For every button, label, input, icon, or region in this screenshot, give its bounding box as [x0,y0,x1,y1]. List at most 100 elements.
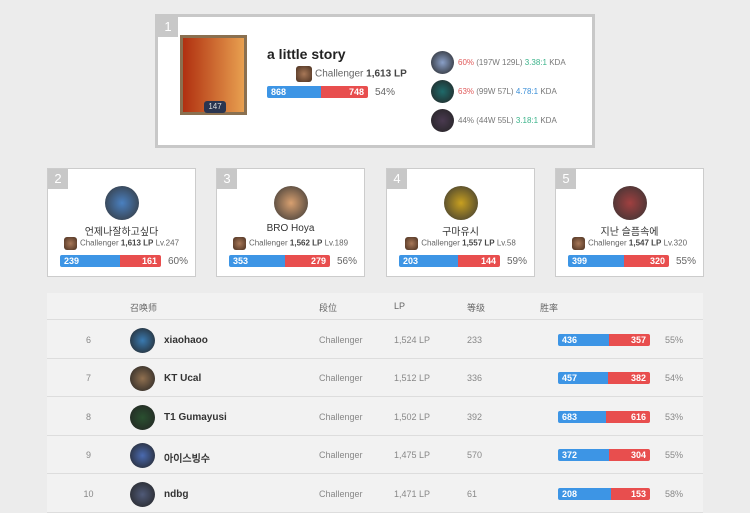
challenger-icon [232,237,246,250]
lp: 1,524 LP [394,335,431,345]
losses: 304 [608,449,650,462]
winrate: 55% [665,450,684,461]
rank-badge: 4 [387,169,407,189]
wins: 436 [558,334,609,346]
champion-winrate: 44% [458,116,475,125]
winrate: 56% [337,256,358,267]
losses: 357 [608,334,650,346]
rank: 6 [85,335,91,345]
winloss-bar: 353 279 [229,255,330,267]
winrate: 60% [168,256,189,267]
winloss-bar: 868 748 [267,86,368,98]
level: 233 [467,335,483,345]
player-avatar [130,443,155,469]
champion-icon[interactable] [431,51,454,74]
winloss-bar: 683 616 [558,410,650,423]
champion-winrate: 63% [458,87,475,96]
winrate: 53% [665,411,684,422]
lp: 1,613 LP [120,238,154,248]
tier-line: Challenger 1,613 LP [296,66,407,82]
level: 570 [467,450,483,461]
table-row[interactable]: 7 KT Ucal Challenger 1,512 LP 336 457 382… [47,359,703,398]
winrate: 54% [375,87,396,98]
player-name[interactable]: 아이스빙수 [164,454,210,466]
tier: Challenger [319,373,363,384]
wins: 399 [568,255,625,267]
player-name[interactable]: 구마유시 [442,227,479,238]
player-name[interactable]: T1 Gumayusi [164,411,227,423]
winloss-bar: 457 382 [558,372,650,385]
table-row[interactable]: 6 xiaohaoo Challenger 1,524 LP 233 436 35… [47,321,703,359]
wins: 683 [558,410,607,423]
wins: 353 [229,255,286,267]
table-row[interactable]: 10 ndbg Challenger 1,471 LP 61 208 153 58… [47,475,703,513]
champion-record: (44W 55L) [476,116,514,125]
player-avatar [130,404,155,430]
level-badge: 147 [204,101,226,113]
challenger-icon [571,237,585,250]
player-avatar [613,186,647,220]
tier: Challenger [315,68,364,80]
champion-icon[interactable] [431,80,454,103]
losses: 382 [608,372,650,385]
player-avatar [444,186,478,220]
lp: 1,547 LP [628,238,662,248]
tier: Challenger [319,411,363,422]
level: Lv.58 [496,238,516,248]
tier-line: Challenger 1,557 LP Lv.58 [387,237,534,250]
tier: Challenger [79,238,119,248]
kda-label: KDA [540,116,557,125]
player-name[interactable]: 지난 슬픔속에 [600,227,659,238]
player-card[interactable]: 4 구마유시 Challenger 1,557 LP Lv.58 203 144 … [386,168,535,277]
winloss-bar: 203 144 [399,255,500,267]
table-row[interactable]: 8 T1 Gumayusi Challenger 1,502 LP 392 68… [47,398,703,436]
player-card[interactable]: 5 지난 슬픔속에 Challenger 1,547 LP Lv.320 399… [555,168,704,277]
champion-kda: 3.38:1 [524,58,547,67]
header-tier: 段位 [319,303,338,313]
header-lp: LP [394,301,406,311]
champion-kda: 4.78:1 [515,87,539,96]
rank-badge: 1 [158,17,178,37]
header-summoner: 召唤师 [130,303,158,313]
player-name[interactable]: 언제나잘하고싶다 [84,227,159,238]
rank: 10 [83,488,94,499]
player-card[interactable]: 3 BRO Hoya Challenger 1,562 LP Lv.189 35… [216,168,365,277]
rank-badge: 5 [556,169,576,189]
wins: 203 [399,255,459,267]
champion-kda: 3.18:1 [515,116,539,125]
kda-label: KDA [540,87,557,96]
table-row[interactable]: 9 아이스빙수 Challenger 1,475 LP 570 372 304 5… [47,436,703,475]
wins: 868 [267,86,322,98]
champion-icon[interactable] [431,109,454,132]
wins: 239 [60,255,121,267]
rank-badge: 2 [48,169,68,189]
challenger-icon [405,237,419,250]
losses: 161 [120,255,161,267]
ranking-table: 召唤师 段位 LP 等级 胜率 6 xiaohaoo Challenger 1,… [47,293,703,513]
lp: 1,502 LP [394,411,431,422]
wins: 457 [558,372,609,385]
player-name[interactable]: ndbg [164,488,189,500]
player-card[interactable]: 2 언제나잘하고싶다 Challenger 1,613 LP Lv.247 23… [47,168,196,277]
losses: 320 [624,255,669,267]
player-avatar [274,186,308,220]
winrate: 55% [676,256,697,267]
lp: 1,471 LP [394,488,431,499]
player-name[interactable]: BRO Hoya [266,223,315,234]
winrate: 54% [665,373,684,384]
lp: 1,475 LP [394,450,431,461]
top-player-card[interactable]: 1 147 a little story Challenger 1,613 LP… [155,14,595,148]
level: 336 [467,373,483,384]
level: Lv.320 [663,238,688,248]
player-avatar [130,481,155,507]
tier: Challenger [587,238,627,248]
player-name[interactable]: a little story [267,46,346,62]
rank: 8 [85,411,91,422]
header-level: 等级 [467,303,486,313]
lp: 1,557 LP [462,238,495,248]
rank: 7 [85,373,91,384]
winloss-bar: 239 161 [60,255,161,267]
player-name[interactable]: KT Ucal [164,373,202,385]
player-name[interactable]: xiaohaoo [164,335,208,346]
challenger-icon [63,237,77,250]
